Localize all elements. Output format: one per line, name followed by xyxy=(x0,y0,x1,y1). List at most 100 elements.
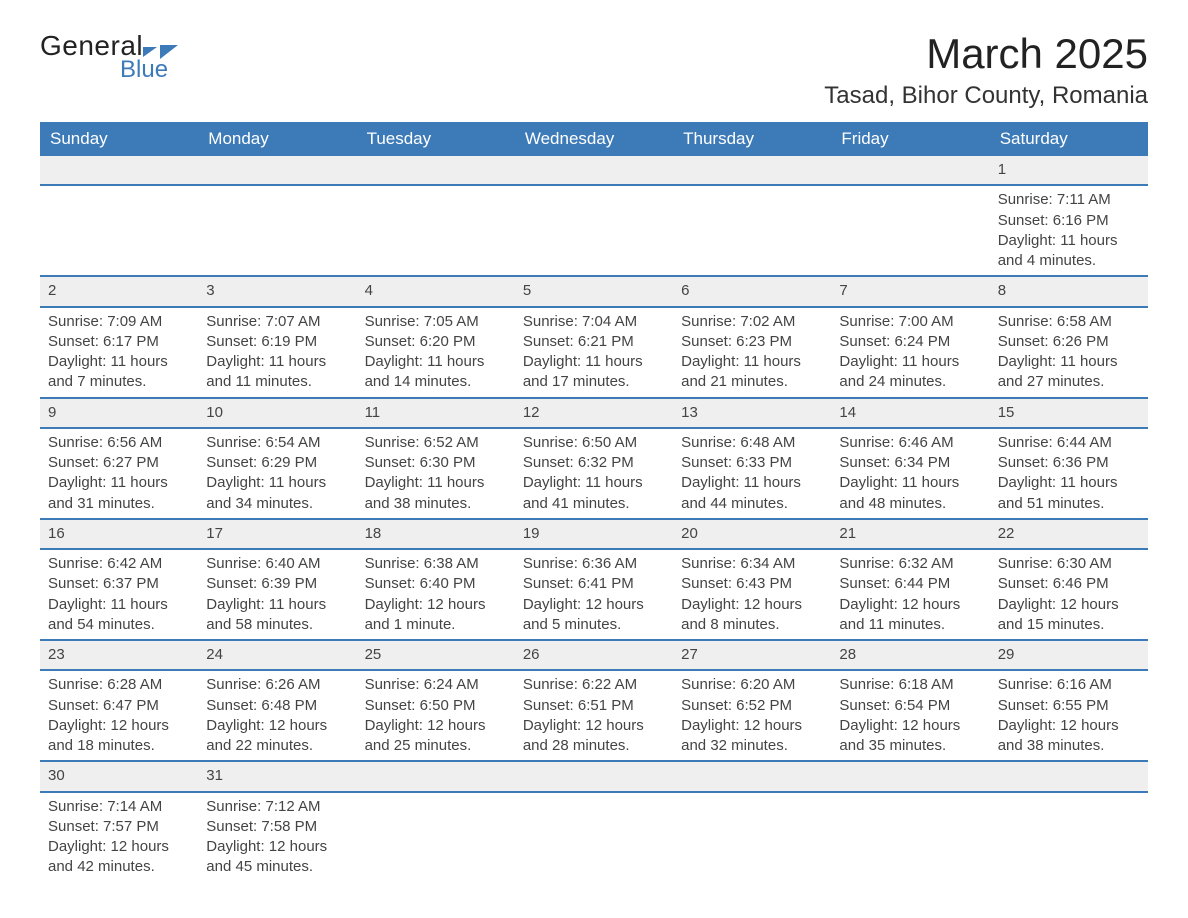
day-details: Sunrise: 7:02 AM Sunset: 6:23 PM Dayligh… xyxy=(673,307,831,398)
day-number: 14 xyxy=(831,398,989,428)
day-details: Sunrise: 7:14 AM Sunset: 7:57 PM Dayligh… xyxy=(40,792,198,882)
location-subtitle: Tasad, Bihor County, Romania xyxy=(824,82,1148,110)
day-details: Sunrise: 6:50 AM Sunset: 6:32 PM Dayligh… xyxy=(515,428,673,519)
day-details: Sunrise: 6:34 AM Sunset: 6:43 PM Dayligh… xyxy=(673,549,831,640)
day-number: 27 xyxy=(673,640,831,670)
day-number xyxy=(831,761,989,791)
day-number: 2 xyxy=(40,276,198,306)
day-details xyxy=(831,792,989,882)
day-header: Friday xyxy=(831,122,989,156)
day-number: 23 xyxy=(40,640,198,670)
day-details: Sunrise: 7:05 AM Sunset: 6:20 PM Dayligh… xyxy=(357,307,515,398)
day-header: Thursday xyxy=(673,122,831,156)
day-number: 20 xyxy=(673,519,831,549)
day-details: Sunrise: 6:44 AM Sunset: 6:36 PM Dayligh… xyxy=(990,428,1148,519)
day-details: Sunrise: 6:32 AM Sunset: 6:44 PM Dayligh… xyxy=(831,549,989,640)
day-details: Sunrise: 7:09 AM Sunset: 6:17 PM Dayligh… xyxy=(40,307,198,398)
day-number xyxy=(673,761,831,791)
day-details: Sunrise: 6:22 AM Sunset: 6:51 PM Dayligh… xyxy=(515,670,673,761)
day-number: 17 xyxy=(198,519,356,549)
month-title: March 2025 xyxy=(824,30,1148,78)
day-number: 26 xyxy=(515,640,673,670)
day-header: Tuesday xyxy=(357,122,515,156)
calendar-week-numbers: 9101112131415 xyxy=(40,398,1148,428)
day-details: Sunrise: 6:18 AM Sunset: 6:54 PM Dayligh… xyxy=(831,670,989,761)
day-number xyxy=(515,761,673,791)
day-details: Sunrise: 6:20 AM Sunset: 6:52 PM Dayligh… xyxy=(673,670,831,761)
calendar-week-details: Sunrise: 7:14 AM Sunset: 7:57 PM Dayligh… xyxy=(40,792,1148,882)
day-details xyxy=(40,185,198,276)
day-number: 21 xyxy=(831,519,989,549)
day-details: Sunrise: 6:24 AM Sunset: 6:50 PM Dayligh… xyxy=(357,670,515,761)
calendar-body: 1Sunrise: 7:11 AM Sunset: 6:16 PM Daylig… xyxy=(40,156,1148,882)
day-details: Sunrise: 6:26 AM Sunset: 6:48 PM Dayligh… xyxy=(198,670,356,761)
calendar-week-details: Sunrise: 6:56 AM Sunset: 6:27 PM Dayligh… xyxy=(40,428,1148,519)
day-number: 4 xyxy=(357,276,515,306)
day-number xyxy=(198,156,356,185)
day-number xyxy=(673,156,831,185)
day-number: 18 xyxy=(357,519,515,549)
day-details: Sunrise: 6:54 AM Sunset: 6:29 PM Dayligh… xyxy=(198,428,356,519)
day-details: Sunrise: 6:58 AM Sunset: 6:26 PM Dayligh… xyxy=(990,307,1148,398)
day-number xyxy=(357,156,515,185)
day-details xyxy=(673,185,831,276)
day-details: Sunrise: 7:11 AM Sunset: 6:16 PM Dayligh… xyxy=(990,185,1148,276)
day-details: Sunrise: 7:04 AM Sunset: 6:21 PM Dayligh… xyxy=(515,307,673,398)
day-details: Sunrise: 6:48 AM Sunset: 6:33 PM Dayligh… xyxy=(673,428,831,519)
calendar-week-numbers: 16171819202122 xyxy=(40,519,1148,549)
day-header: Saturday xyxy=(990,122,1148,156)
calendar-header-row: Sunday Monday Tuesday Wednesday Thursday… xyxy=(40,122,1148,156)
day-number: 30 xyxy=(40,761,198,791)
day-details: Sunrise: 6:36 AM Sunset: 6:41 PM Dayligh… xyxy=(515,549,673,640)
day-details: Sunrise: 7:00 AM Sunset: 6:24 PM Dayligh… xyxy=(831,307,989,398)
calendar-week-details: Sunrise: 7:09 AM Sunset: 6:17 PM Dayligh… xyxy=(40,307,1148,398)
day-number: 15 xyxy=(990,398,1148,428)
day-details: Sunrise: 6:16 AM Sunset: 6:55 PM Dayligh… xyxy=(990,670,1148,761)
day-header: Wednesday xyxy=(515,122,673,156)
day-number: 25 xyxy=(357,640,515,670)
day-number: 24 xyxy=(198,640,356,670)
day-number: 12 xyxy=(515,398,673,428)
day-number: 11 xyxy=(357,398,515,428)
header: General Blue March 2025 Tasad, Bihor Cou… xyxy=(40,30,1148,110)
logo-flag-icon xyxy=(143,47,157,57)
day-details: Sunrise: 6:56 AM Sunset: 6:27 PM Dayligh… xyxy=(40,428,198,519)
day-details: Sunrise: 6:30 AM Sunset: 6:46 PM Dayligh… xyxy=(990,549,1148,640)
day-details: Sunrise: 6:28 AM Sunset: 6:47 PM Dayligh… xyxy=(40,670,198,761)
day-details xyxy=(990,792,1148,882)
calendar-week-numbers: 23242526272829 xyxy=(40,640,1148,670)
day-number xyxy=(515,156,673,185)
logo-text-blue: Blue xyxy=(120,56,168,84)
day-details xyxy=(831,185,989,276)
day-number xyxy=(831,156,989,185)
day-number: 10 xyxy=(198,398,356,428)
day-number xyxy=(40,156,198,185)
day-number: 5 xyxy=(515,276,673,306)
day-number: 22 xyxy=(990,519,1148,549)
calendar-week-details: Sunrise: 7:11 AM Sunset: 6:16 PM Dayligh… xyxy=(40,185,1148,276)
day-details xyxy=(673,792,831,882)
day-details xyxy=(515,185,673,276)
day-number: 29 xyxy=(990,640,1148,670)
day-details: Sunrise: 6:40 AM Sunset: 6:39 PM Dayligh… xyxy=(198,549,356,640)
day-details: Sunrise: 7:07 AM Sunset: 6:19 PM Dayligh… xyxy=(198,307,356,398)
day-details xyxy=(515,792,673,882)
day-number: 9 xyxy=(40,398,198,428)
day-number: 6 xyxy=(673,276,831,306)
day-details: Sunrise: 6:38 AM Sunset: 6:40 PM Dayligh… xyxy=(357,549,515,640)
day-number: 13 xyxy=(673,398,831,428)
calendar-week-numbers: 1 xyxy=(40,156,1148,185)
logo: General Blue xyxy=(40,30,178,84)
day-details xyxy=(357,792,515,882)
day-details xyxy=(357,185,515,276)
calendar-week-numbers: 2345678 xyxy=(40,276,1148,306)
day-number: 3 xyxy=(198,276,356,306)
calendar-table: Sunday Monday Tuesday Wednesday Thursday… xyxy=(40,122,1148,882)
title-block: March 2025 Tasad, Bihor County, Romania xyxy=(824,30,1148,110)
logo-flag-icon xyxy=(160,45,178,59)
calendar-week-numbers: 3031 xyxy=(40,761,1148,791)
day-header: Monday xyxy=(198,122,356,156)
day-number: 1 xyxy=(990,156,1148,185)
day-number: 16 xyxy=(40,519,198,549)
calendar-week-details: Sunrise: 6:42 AM Sunset: 6:37 PM Dayligh… xyxy=(40,549,1148,640)
